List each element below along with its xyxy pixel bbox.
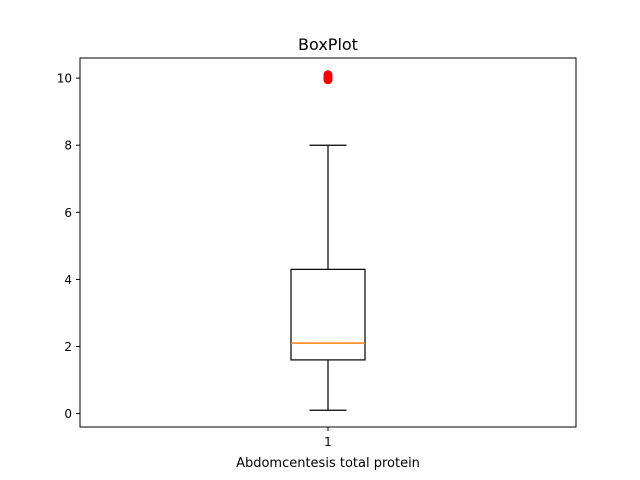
y-tick-label: 4 [64, 273, 72, 287]
x-axis-label: Abdomcentesis total protein [236, 456, 420, 471]
y-axis: 0 2 4 6 8 10 [57, 72, 80, 421]
outlier-point [323, 70, 333, 80]
box [290, 268, 366, 361]
y-tick-label: 6 [64, 206, 72, 220]
y-tick-label: 0 [64, 407, 72, 421]
y-tick-label: 10 [57, 72, 72, 86]
box-group [290, 70, 366, 411]
x-axis: 1 [324, 427, 332, 449]
y-tick-label: 2 [64, 340, 72, 354]
chart-title: BoxPlot [298, 35, 358, 54]
y-tick-label: 8 [64, 139, 72, 153]
x-tick-label: 1 [324, 435, 332, 449]
